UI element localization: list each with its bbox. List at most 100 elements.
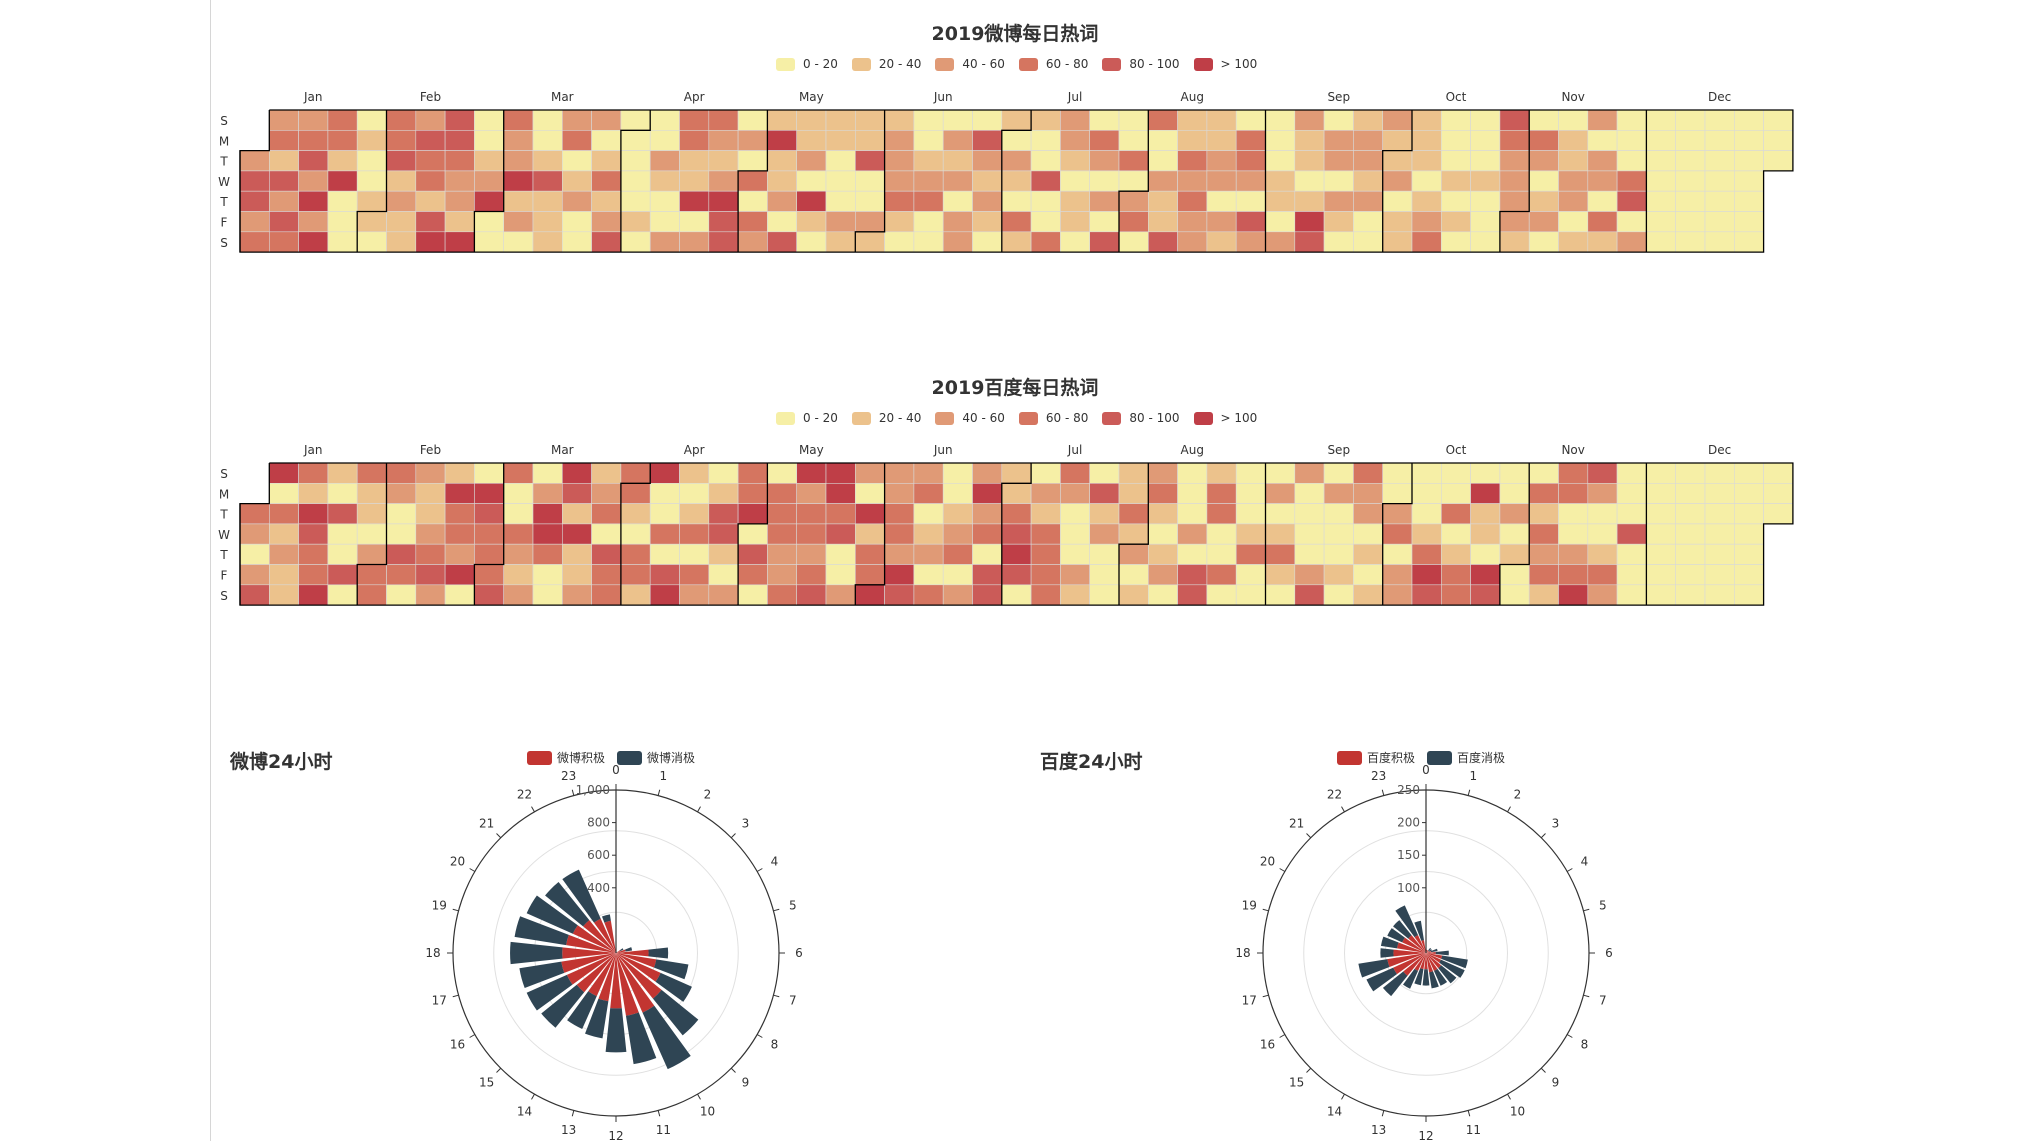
calendar-cell[interactable]: [854, 130, 885, 151]
calendar-cell[interactable]: [1763, 462, 1794, 484]
calendar-cell[interactable]: [649, 231, 680, 253]
calendar-cell[interactable]: [1265, 231, 1296, 253]
calendar-cell[interactable]: [532, 231, 563, 253]
calendar-cell[interactable]: [1734, 190, 1764, 212]
calendar-cell[interactable]: [1030, 462, 1061, 484]
calendar-cell[interactable]: [268, 130, 299, 151]
calendar-cell[interactable]: [415, 564, 446, 586]
calendar-cell[interactable]: [1470, 462, 1501, 484]
calendar-cell[interactable]: [884, 543, 915, 565]
calendar-cell[interactable]: [268, 190, 299, 212]
calendar-cell[interactable]: [884, 482, 915, 504]
calendar-cell[interactable]: [1060, 170, 1091, 192]
calendar-cell[interactable]: [913, 584, 944, 606]
calendar-cell[interactable]: [1001, 523, 1032, 545]
calendar-cell[interactable]: [1353, 211, 1384, 233]
calendar-cell[interactable]: [649, 190, 680, 212]
calendar-cell[interactable]: [561, 462, 592, 484]
calendar-cell[interactable]: [415, 231, 446, 253]
calendar-cell[interactable]: [591, 130, 622, 151]
calendar-cell[interactable]: [298, 482, 329, 504]
calendar-cell[interactable]: [1323, 170, 1354, 192]
calendar-cell[interactable]: [1704, 584, 1735, 606]
bar-positive[interactable]: [1426, 953, 1441, 963]
calendar-cell[interactable]: [474, 584, 504, 606]
calendar-cell[interactable]: [268, 211, 299, 233]
calendar-cell[interactable]: [1001, 564, 1032, 586]
calendar-cell[interactable]: [415, 150, 446, 172]
calendar-cell[interactable]: [1353, 109, 1384, 131]
calendar-cell[interactable]: [1235, 462, 1266, 484]
calendar-cell[interactable]: [649, 482, 680, 504]
calendar-cell[interactable]: [767, 482, 798, 504]
calendar-cell[interactable]: [1675, 190, 1706, 212]
calendar-cell[interactable]: [503, 109, 534, 131]
calendar-cell[interactable]: [796, 523, 827, 545]
calendar-cell[interactable]: [1528, 170, 1559, 192]
calendar-cell[interactable]: [825, 523, 856, 545]
calendar-cell[interactable]: [884, 190, 915, 212]
calendar-cell[interactable]: [1646, 150, 1677, 172]
calendar-cell[interactable]: [532, 523, 563, 545]
calendar-cell[interactable]: [1675, 482, 1706, 504]
calendar-cell[interactable]: [767, 190, 798, 212]
calendar-cell[interactable]: [1528, 109, 1559, 131]
calendar-cell[interactable]: [1558, 150, 1589, 172]
calendar-cell[interactable]: [1118, 231, 1149, 253]
calendar-cell[interactable]: [942, 503, 973, 525]
calendar-cell[interactable]: [386, 150, 417, 172]
calendar-cell[interactable]: [1089, 150, 1120, 172]
calendar-cell[interactable]: [620, 170, 651, 192]
calendar-cell[interactable]: [1206, 231, 1237, 253]
calendar-cell[interactable]: [825, 543, 856, 565]
calendar-cell[interactable]: [796, 150, 827, 172]
calendar-cell[interactable]: [1323, 150, 1354, 172]
bar-negative[interactable]: [652, 989, 699, 1036]
calendar-cell[interactable]: [1616, 584, 1647, 606]
calendar-cell[interactable]: [386, 482, 417, 504]
calendar-cell[interactable]: [1353, 543, 1384, 565]
calendar-cell[interactable]: [1148, 150, 1178, 172]
calendar-cell[interactable]: [1001, 109, 1032, 131]
calendar-cell[interactable]: [737, 564, 768, 586]
calendar-cell[interactable]: [796, 170, 827, 192]
calendar-cell[interactable]: [298, 503, 329, 525]
calendar-cell[interactable]: [1587, 231, 1618, 253]
calendar-cell[interactable]: [298, 109, 329, 131]
bar-negative[interactable]: [1395, 905, 1419, 938]
calendar-cell[interactable]: [386, 190, 417, 212]
calendar-cell[interactable]: [1294, 462, 1325, 484]
calendar-cell[interactable]: [1177, 503, 1208, 525]
calendar-cell[interactable]: [767, 109, 798, 131]
bar-positive[interactable]: [566, 934, 616, 953]
calendar-cell[interactable]: [679, 482, 710, 504]
calendar-cell[interactable]: [1294, 211, 1325, 233]
calendar-cell[interactable]: [1763, 503, 1794, 525]
calendar-cell[interactable]: [942, 190, 973, 212]
calendar-cell[interactable]: [679, 584, 710, 606]
calendar-cell[interactable]: [913, 170, 944, 192]
calendar-cell[interactable]: [1235, 543, 1266, 565]
calendar-cell[interactable]: [1323, 564, 1354, 586]
bar-positive[interactable]: [1426, 950, 1429, 953]
calendar-cell[interactable]: [356, 150, 387, 172]
calendar-cell[interactable]: [1206, 170, 1237, 192]
calendar-cell[interactable]: [767, 462, 798, 484]
calendar-cell[interactable]: [1265, 503, 1296, 525]
calendar-cell[interactable]: [1499, 231, 1530, 253]
calendar-cell[interactable]: [1558, 211, 1589, 233]
calendar-cell[interactable]: [1558, 130, 1589, 151]
calendar-cell[interactable]: [1704, 109, 1735, 131]
calendar-cell[interactable]: [1177, 130, 1208, 151]
calendar-cell[interactable]: [591, 523, 622, 545]
calendar-cell[interactable]: [679, 150, 710, 172]
calendar-cell[interactable]: [1206, 109, 1237, 131]
calendar-cell[interactable]: [679, 190, 710, 212]
calendar-cell[interactable]: [1616, 190, 1647, 212]
calendar-cell[interactable]: [444, 584, 475, 606]
calendar-cell[interactable]: [1382, 564, 1413, 586]
bar-negative[interactable]: [585, 998, 609, 1039]
calendar-cell[interactable]: [1294, 482, 1325, 504]
calendar-cell[interactable]: [474, 109, 504, 131]
calendar-cell[interactable]: [825, 150, 856, 172]
